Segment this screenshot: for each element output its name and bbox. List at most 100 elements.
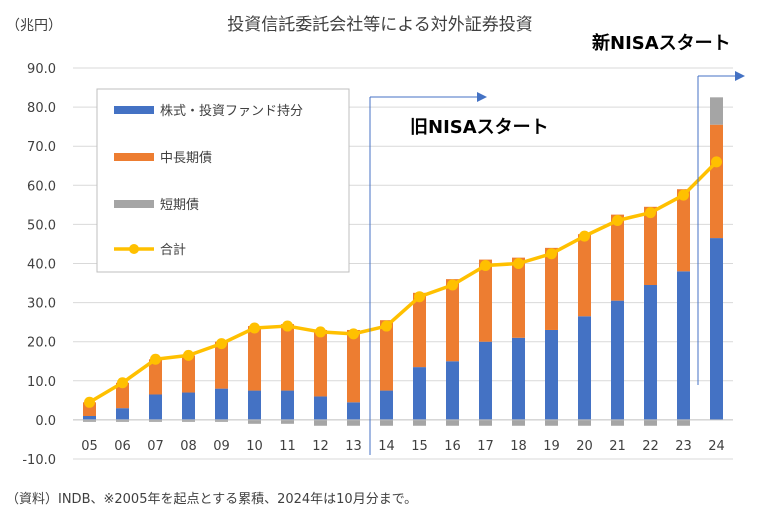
bar-segment [248, 390, 261, 420]
bar-segment [578, 316, 591, 420]
bar-segment [83, 415, 96, 420]
x-tick-label: 24 [708, 439, 725, 454]
total-point [612, 214, 623, 226]
total-line-path [88, 160, 718, 404]
bar-segment [182, 419, 195, 422]
bar-segment [314, 419, 327, 426]
total-point [381, 320, 392, 332]
x-tick-label: 23 [675, 439, 692, 454]
bar-segment [644, 285, 657, 420]
total-point [645, 207, 656, 219]
x-tick-label: 13 [345, 439, 362, 454]
y-tick-label: 40.0 [27, 258, 56, 273]
bar-segment [545, 419, 558, 426]
source-note: （資料）INDB、※2005年を起点とする累積、2024年は10月分まで。 [6, 492, 417, 507]
x-tick-label: 07 [147, 439, 164, 454]
bar-segment [512, 337, 525, 420]
bars [83, 97, 723, 426]
bar-segment [215, 341, 228, 389]
bar-segment [479, 259, 492, 342]
bar-segment [677, 419, 690, 426]
bar-segment [248, 419, 261, 424]
bar-segment [578, 419, 591, 426]
total-point [414, 291, 425, 303]
bar-segment [116, 419, 129, 422]
old-nisa-arrow-head [477, 92, 487, 102]
bar-segment [479, 341, 492, 420]
bar-segment [611, 214, 624, 301]
total-point [150, 353, 161, 365]
total-point [711, 156, 722, 168]
legend-swatch [114, 106, 154, 114]
bar-segment [248, 326, 261, 391]
chart-title: 投資信託委託会社等による対外証券投資 [227, 15, 533, 35]
total-line [84, 156, 722, 408]
new-nisa-label: 新NISAスタート [592, 32, 731, 54]
bar-segment [347, 329, 360, 403]
bar-segment [710, 238, 723, 420]
bar-segment [149, 394, 162, 420]
annotations: 旧NISAスタート 新NISAスタート [369, 32, 745, 455]
y-tick-label: 0.0 [35, 414, 56, 429]
total-point [249, 322, 260, 334]
total-point [216, 338, 227, 350]
bar-segment [380, 320, 393, 391]
bar-segment [380, 419, 393, 426]
bar-segment [413, 367, 426, 420]
bar-segment [512, 419, 525, 426]
bar-segment [314, 329, 327, 397]
bar-segment [182, 355, 195, 393]
bar-segment [710, 124, 723, 239]
y-tick-label: 70.0 [27, 140, 56, 155]
y-tick-label: 50.0 [27, 218, 56, 233]
bar-segment [677, 189, 690, 272]
x-tick-label: 14 [378, 439, 395, 454]
bar-segment [149, 359, 162, 395]
x-tick-label: 12 [312, 439, 329, 454]
total-point [513, 258, 524, 269]
bar-segment [644, 419, 657, 426]
legend-swatch [114, 200, 154, 208]
legend-label: 合計 [160, 242, 186, 258]
legend-label: 株式・投資ファンド持分 [160, 103, 303, 119]
x-tick-label: 10 [246, 439, 263, 454]
x-tick-label: 17 [477, 439, 494, 454]
bar-segment [611, 419, 624, 426]
axes: 90.0 80.0 70.0 60.0 50.0 40.0 30.0 20.0 10.0 0.0 -… [22, 62, 733, 468]
bar-segment [446, 361, 459, 420]
bar-segment [347, 419, 360, 426]
bar-segment [281, 419, 294, 424]
y-tick-label: 20.0 [27, 336, 56, 351]
x-tick-label: 21 [609, 439, 626, 454]
total-point [546, 248, 557, 260]
bar-segment [710, 97, 723, 125]
y-tick-label: 90.0 [27, 62, 56, 77]
x-tick-label: 15 [411, 439, 428, 454]
y-tick-label: 80.0 [27, 101, 56, 116]
bar-segment [479, 419, 492, 426]
bar-segment [644, 206, 657, 286]
total-point [183, 349, 194, 361]
bar-segment [215, 388, 228, 420]
bar-segment [545, 247, 558, 330]
total-point [117, 377, 128, 389]
y-tick-label: -10.0 [22, 453, 56, 468]
new-nisa-arrow-head [735, 71, 745, 81]
legend-swatch-marker [129, 244, 139, 254]
bar-segment [116, 408, 129, 420]
total-point [84, 396, 95, 408]
bar-segment [446, 419, 459, 426]
y-tick-label: 30.0 [27, 297, 56, 312]
bar-segment [281, 324, 294, 391]
total-point [480, 259, 491, 271]
bar-segment [182, 392, 195, 420]
x-tick-label: 22 [642, 439, 659, 454]
bar-segment [380, 390, 393, 420]
bar-segment [413, 419, 426, 426]
total-point [579, 230, 590, 242]
bar-segment [512, 257, 525, 338]
y-axis-unit: （兆円） [6, 18, 62, 34]
bar-segment [281, 390, 294, 420]
